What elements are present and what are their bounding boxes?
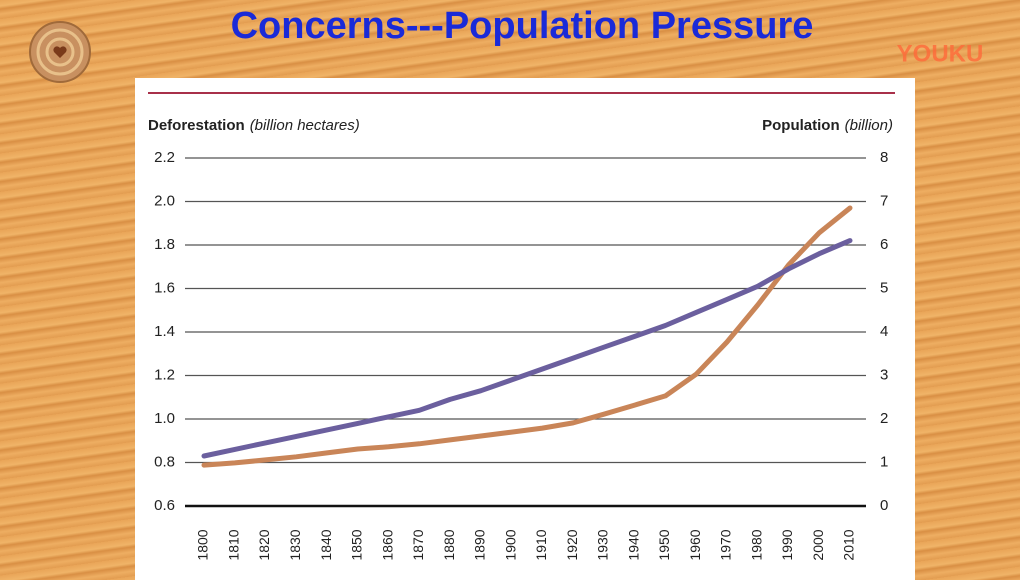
- series-line: [201, 238, 853, 459]
- x-tick-label: 1870: [410, 529, 426, 560]
- y2-tick-label: 3: [880, 366, 888, 383]
- x-tick-label: 1960: [687, 529, 703, 560]
- x-tick-label: 1940: [625, 529, 641, 560]
- y-tick-label: 1.0: [154, 410, 175, 427]
- y2-tick-label: 8: [880, 149, 888, 166]
- y2-tick-label: 5: [880, 279, 888, 296]
- y-tick-label: 2.0: [154, 192, 175, 209]
- y2-label: Population: [762, 117, 840, 134]
- y2-label-unit: (billion): [845, 117, 893, 134]
- y2-tick-label: 6: [880, 236, 888, 253]
- y-label-unit: (billion hectares): [250, 117, 360, 134]
- y-tick-label: 1.6: [154, 279, 175, 296]
- y2-tick-label: 1: [880, 453, 888, 470]
- y2-tick-label: 0: [880, 497, 888, 514]
- y-axis-title: Deforestation (billion hectares): [148, 117, 360, 134]
- x-tick-label: 1860: [379, 529, 395, 560]
- x-tick-label: 1830: [287, 529, 303, 560]
- watermark: YOUKU: [897, 40, 984, 67]
- x-tick-label: 1850: [349, 529, 365, 560]
- x-tick-label: 1840: [318, 529, 334, 560]
- x-tick-label: 2000: [810, 529, 826, 560]
- series-line: [201, 205, 853, 468]
- x-tick-label: 1900: [502, 529, 518, 560]
- x-tick-label: 1800: [195, 529, 211, 560]
- y-tick-label: 0.6: [154, 497, 175, 514]
- x-tick-label: 2010: [841, 529, 857, 560]
- y2-tick-label: 4: [880, 323, 888, 340]
- x-tick-label: 1880: [441, 529, 457, 560]
- x-tick-label: 1990: [779, 529, 795, 560]
- chart-panel: [135, 78, 915, 580]
- y2-axis-title: Population (billion): [762, 117, 893, 134]
- y2-tick-label: 2: [880, 410, 888, 427]
- x-tick-label: 1810: [225, 529, 241, 560]
- y-tick-label: 1.2: [154, 366, 175, 383]
- x-tick-label: 1980: [748, 529, 764, 560]
- x-tick-label: 1970: [718, 529, 734, 560]
- y-label: Deforestation: [148, 117, 245, 134]
- x-tick-label: 1950: [656, 529, 672, 560]
- y-tick-label: 1.4: [154, 323, 175, 340]
- logo-icon: [29, 21, 91, 83]
- x-tick-label: 1930: [595, 529, 611, 560]
- y-tick-label: 0.8: [154, 453, 175, 470]
- x-tick-label: 1820: [256, 529, 272, 560]
- slide-title: Concerns---Population Pressure: [231, 5, 814, 47]
- x-tick-label: 1920: [564, 529, 580, 560]
- y-tick-label: 2.2: [154, 149, 175, 166]
- y-tick-label: 1.8: [154, 236, 175, 253]
- y2-tick-label: 7: [880, 192, 888, 209]
- x-tick-label: 1910: [533, 529, 549, 560]
- x-tick-label: 1890: [472, 529, 488, 560]
